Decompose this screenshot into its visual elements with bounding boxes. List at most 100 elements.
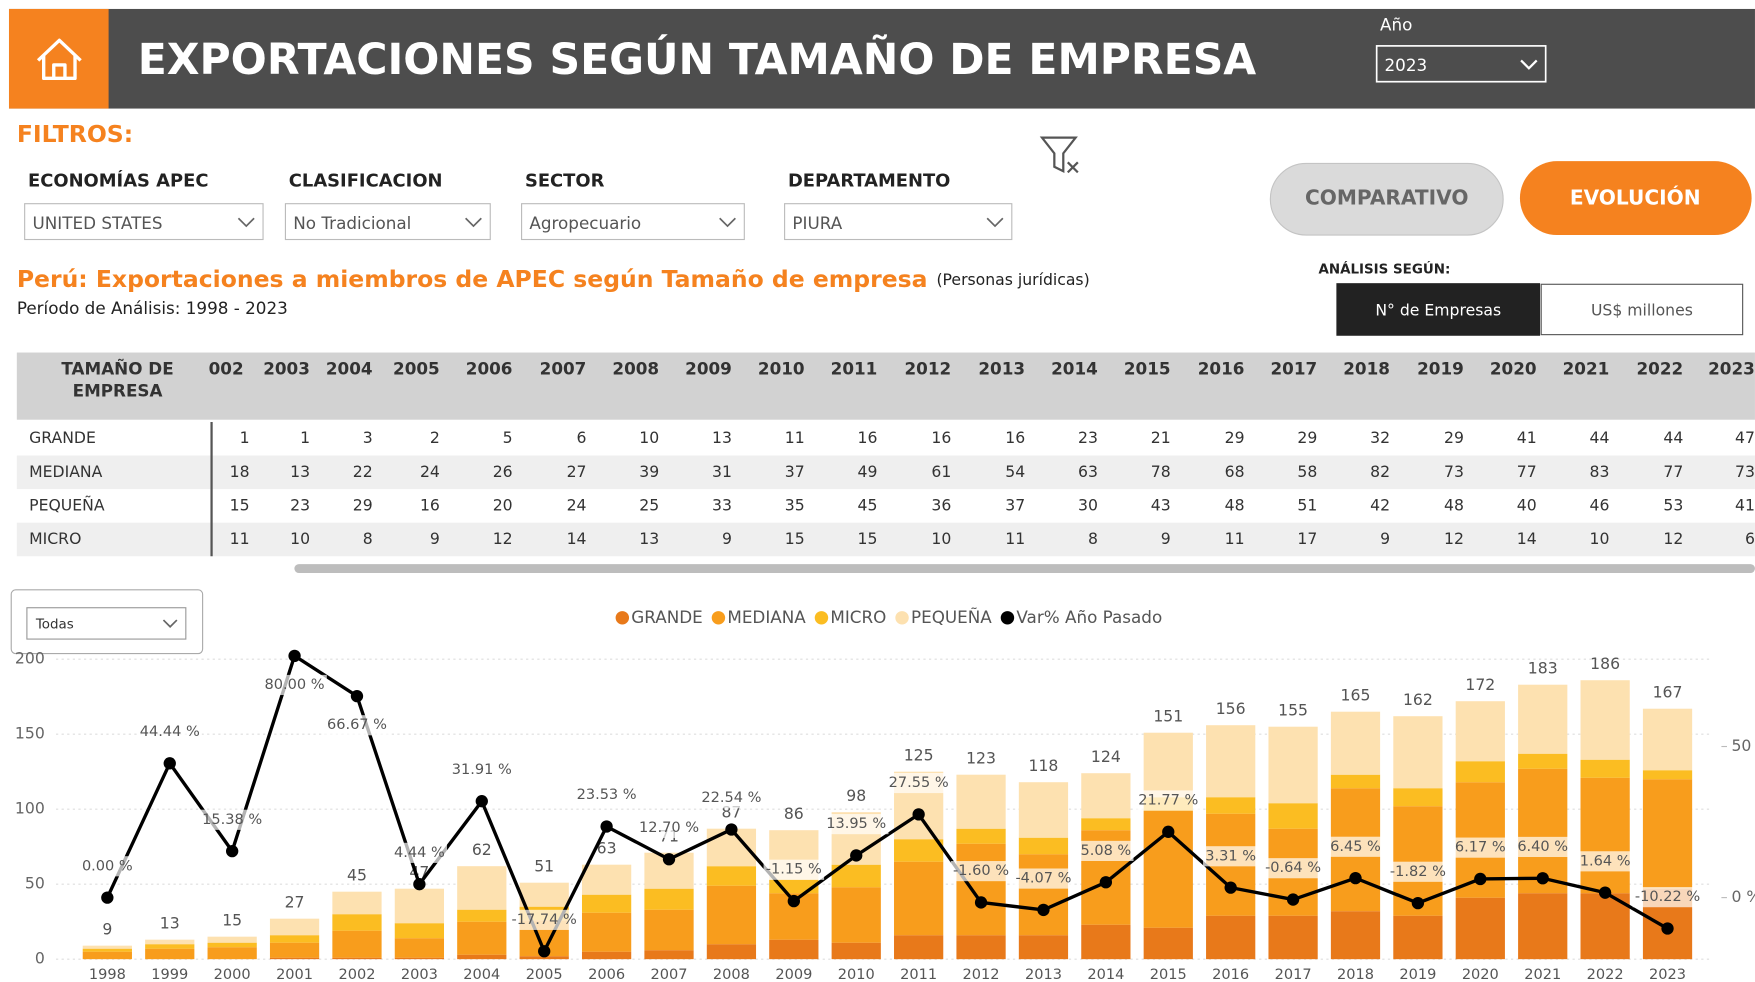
filter-value: PIURA <box>792 213 842 233</box>
total-label: 63 <box>597 839 617 858</box>
table-header-label: TAMAÑO DE <box>61 356 173 378</box>
table-cell: 36 <box>931 495 951 514</box>
chevron <box>237 217 255 228</box>
x-tick-label: 2000 <box>214 967 251 982</box>
table-cell: 17 <box>1297 529 1317 548</box>
chevron <box>162 619 178 628</box>
line-value-label: 13.95 % <box>826 816 886 832</box>
x-tick-label: 2023 <box>1649 967 1686 982</box>
table-cell: 29 <box>353 495 373 514</box>
row-label: GRANDE <box>29 428 96 447</box>
total-label: 123 <box>966 749 996 768</box>
table-cell: 44 <box>1663 428 1683 447</box>
column-header: 2009 <box>685 358 732 378</box>
bar-segment <box>1393 915 1443 960</box>
label-bg <box>1577 851 1633 872</box>
bar-segment <box>1330 711 1381 775</box>
y-tick-label: 50 <box>25 874 45 893</box>
table-cell: 73 <box>1444 462 1464 481</box>
x-tick-label: 2003 <box>401 967 438 982</box>
table-cell: 8 <box>1088 529 1098 548</box>
line-value-label: -4.07 % <box>1015 871 1071 887</box>
filter-dropdown[interactable] <box>24 203 264 241</box>
table-cell: 23 <box>290 495 310 514</box>
label-bg <box>1515 836 1571 858</box>
bar-segment <box>644 950 694 960</box>
filter-dropdown[interactable] <box>784 203 1013 241</box>
option-selected[interactable] <box>1336 283 1541 336</box>
line-point <box>1224 881 1237 894</box>
bar-segment <box>956 774 1006 829</box>
bar-segment <box>1268 726 1318 804</box>
label-bg <box>391 842 448 863</box>
total-label: 27 <box>285 893 305 912</box>
x-tick-label: 2022 <box>1587 967 1624 982</box>
total-label: 86 <box>784 804 804 823</box>
column-header: 2004 <box>326 358 373 378</box>
legend-marker <box>895 611 909 625</box>
filter-label: ECONOMÍAS APEC <box>28 169 208 191</box>
bar-segment <box>1081 924 1131 960</box>
analysis-label: ANÁLISIS SEGÚN: <box>1318 260 1450 278</box>
comparativo-button[interactable] <box>1269 162 1504 236</box>
table-cell: 31 <box>712 462 732 481</box>
table-cell: 39 <box>639 462 659 481</box>
table-cell: 16 <box>420 495 440 514</box>
table-cell: 15 <box>230 495 250 514</box>
bar-segment <box>207 936 257 943</box>
bar-segment <box>1143 927 1193 960</box>
table-cell: 3 <box>363 428 373 447</box>
filter-dropdown[interactable] <box>284 203 491 241</box>
bar-segment <box>1455 897 1505 960</box>
home-button[interactable] <box>8 8 109 109</box>
x-tick-label: 1999 <box>151 967 188 982</box>
table-cell: 9 <box>1380 529 1390 548</box>
bar-segment <box>1393 716 1443 789</box>
table-cell: 20 <box>493 495 513 514</box>
y-tick-label: 0 <box>35 949 45 968</box>
table-cell: 14 <box>1517 529 1537 548</box>
y-tick-label: 100 <box>15 799 45 818</box>
line-value-label: 4.44 % <box>394 845 445 861</box>
line-point <box>600 820 613 833</box>
column-header: 2013 <box>978 358 1025 378</box>
column-header: 2005 <box>393 358 440 378</box>
y-tick-label: 200 <box>15 649 45 668</box>
filter-label: DEPARTAMENTO <box>788 170 950 191</box>
bar-segment <box>332 930 382 958</box>
slicer-dropdown[interactable] <box>26 607 187 640</box>
line-value-label: 0.00 % <box>82 858 133 874</box>
total-label: 62 <box>472 840 492 859</box>
line-value-label: -1.15 % <box>766 862 822 878</box>
table-header-label: EMPRESA <box>73 381 163 401</box>
evolucion-button[interactable] <box>1519 161 1752 236</box>
table-cell: 24 <box>420 462 440 481</box>
bar-segment <box>145 948 195 960</box>
total-label: 9 <box>102 920 112 939</box>
clear-filter-icon[interactable] <box>1039 136 1078 174</box>
table-cell: 26 <box>493 462 513 481</box>
column-header: 2012 <box>905 358 952 378</box>
table-cell: 2 <box>430 428 440 447</box>
bar-segment <box>82 951 132 960</box>
option[interactable] <box>1540 283 1744 336</box>
column-header: 2008 <box>612 358 659 378</box>
bar-segment <box>1018 837 1069 855</box>
table-cell: 42 <box>1370 495 1390 514</box>
table-cell: 16 <box>1005 428 1025 447</box>
label-bg <box>763 859 825 880</box>
table-cell: 49 <box>858 462 878 481</box>
bar-segment <box>956 935 1006 960</box>
line-point <box>850 849 863 862</box>
bar-segment <box>1268 915 1318 960</box>
scrollbar[interactable] <box>294 564 1755 574</box>
table-cell: 82 <box>1370 462 1390 481</box>
bar-segment <box>1081 818 1131 831</box>
column-header: 2014 <box>1051 358 1098 378</box>
filter-dropdown[interactable] <box>521 203 745 241</box>
table-cell: 41 <box>1735 495 1755 514</box>
bar-segment <box>894 839 944 862</box>
line-value-label: 1.64 % <box>1580 853 1631 869</box>
label-bg <box>574 785 639 806</box>
year-dropdown[interactable] <box>1375 45 1547 83</box>
